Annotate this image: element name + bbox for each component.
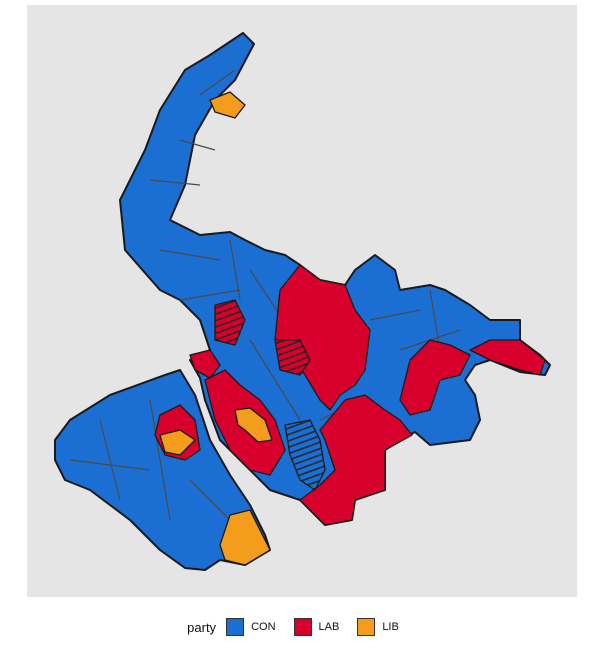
region-lib-wirral bbox=[159, 429, 196, 456]
region-lab-hatched-central bbox=[274, 339, 311, 376]
region-lib-liverpool bbox=[234, 407, 273, 443]
legend-label-lab: LAB bbox=[318, 621, 340, 633]
region-con-hatched bbox=[284, 419, 326, 491]
legend-key-lab bbox=[293, 618, 312, 636]
region-lab-east-tail bbox=[469, 339, 546, 376]
choropleth-map bbox=[27, 5, 577, 597]
legend-key-con bbox=[226, 618, 245, 636]
legend-title: party bbox=[187, 619, 217, 635]
region-lab-small bbox=[189, 349, 221, 379]
region-lab-east bbox=[399, 339, 471, 416]
legend-label-con: CON bbox=[251, 621, 276, 633]
legend: party CON LAB LIB bbox=[0, 618, 600, 636]
legend-label-lib: LIB bbox=[382, 621, 399, 633]
legend-key-lib bbox=[357, 618, 376, 636]
region-lab-hatched-north bbox=[214, 299, 246, 346]
region-lib-wirral-south bbox=[219, 509, 271, 566]
region-lab-south bbox=[299, 394, 413, 526]
region-lib-sefton bbox=[209, 91, 246, 119]
